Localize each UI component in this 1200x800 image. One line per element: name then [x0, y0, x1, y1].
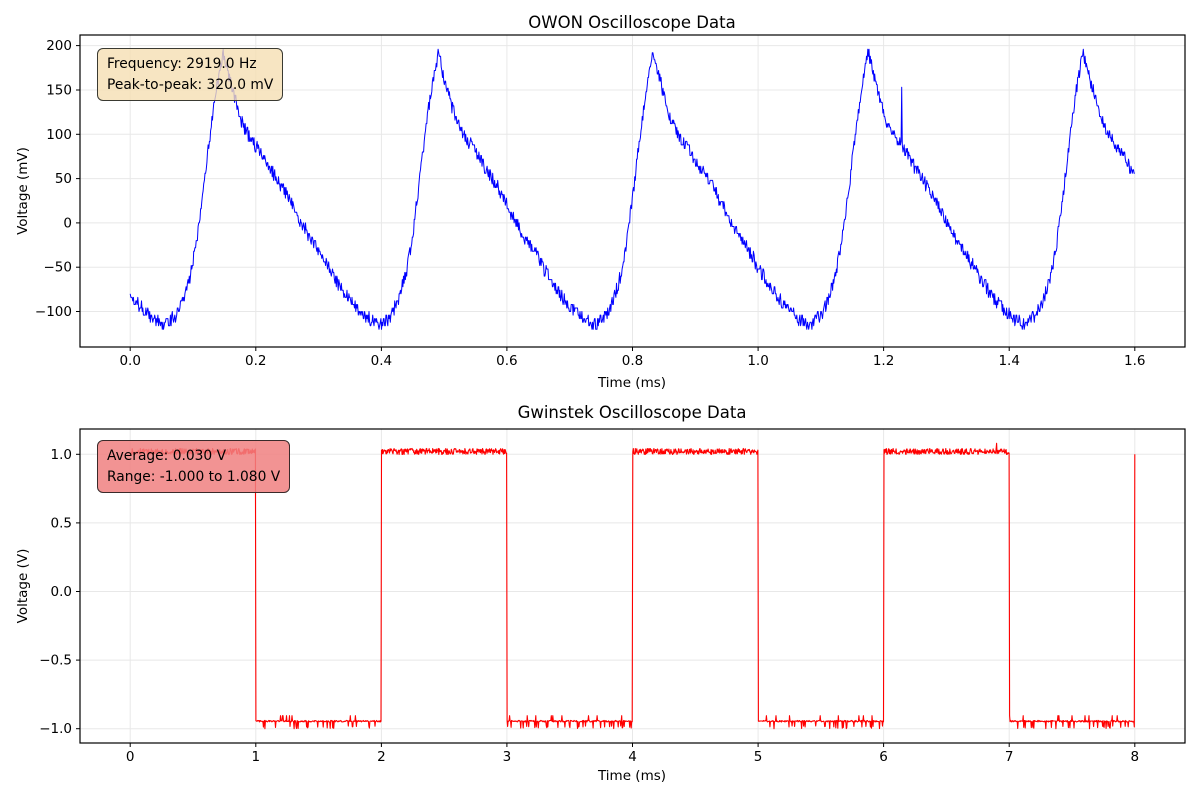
svg-text:8: 8 [1131, 749, 1140, 765]
svg-text:−100: −100 [35, 304, 72, 320]
gwinstek-average-readout: Average: 0.030 V [107, 448, 227, 464]
owon-y-axis-label: Voltage (mV) [15, 147, 31, 235]
svg-text:0.0: 0.0 [51, 584, 72, 600]
svg-text:0.0: 0.0 [119, 353, 140, 369]
svg-text:1.4: 1.4 [998, 353, 1019, 369]
owon-x-axis-label: Time (ms) [597, 375, 667, 391]
gwinstek-x-axis-label: Time (ms) [597, 768, 667, 784]
svg-text:1: 1 [252, 749, 261, 765]
gwinstek-y-axis-label: Voltage (V) [15, 548, 31, 624]
gwinstek-range-readout: Range: -1.000 to 1.080 V [107, 468, 281, 485]
owon-chart-title: OWON Oscilloscope Data [528, 13, 736, 32]
svg-text:200: 200 [46, 38, 72, 54]
owon-frequency-readout: Frequency: 2919.0 Hz [107, 56, 257, 72]
owon-peak-to-peak-readout: Peak-to-peak: 320.0 mV [107, 76, 274, 93]
svg-text:6: 6 [879, 749, 888, 765]
svg-text:1.2: 1.2 [873, 353, 894, 369]
svg-text:0.6: 0.6 [496, 353, 517, 369]
svg-text:50: 50 [55, 171, 72, 187]
svg-text:−1.0: −1.0 [39, 721, 72, 737]
svg-text:0: 0 [63, 215, 72, 231]
svg-text:0.8: 0.8 [622, 353, 643, 369]
svg-text:100: 100 [46, 127, 72, 143]
tick-labels-chart1: 0 1 2 3 4 5 6 7 8 −1.0 −0.5 0.0 0.5 1.0 [39, 447, 1139, 765]
svg-text:0.2: 0.2 [245, 353, 266, 369]
svg-text:−0.5: −0.5 [39, 653, 72, 669]
svg-text:0.5: 0.5 [51, 515, 72, 531]
svg-text:4: 4 [628, 749, 637, 765]
svg-text:−50: −50 [44, 260, 73, 276]
svg-text:7: 7 [1005, 749, 1014, 765]
svg-text:150: 150 [46, 83, 72, 99]
tick-labels-chart0: 0.0 0.2 0.4 0.6 0.8 1.0 1.2 1.4 1.6 −100 −50 0 50 100… [35, 38, 1146, 369]
gwinstek-measurement-annotation: Average: 0.030 V Range: -1.000 to 1.080 … [97, 440, 291, 494]
svg-text:0: 0 [126, 749, 135, 765]
svg-text:3: 3 [503, 749, 512, 765]
owon-measurement-annotation: Frequency: 2919.0 Hz Peak-to-peak: 320.0… [97, 48, 284, 102]
gridlines-chart0 [80, 35, 1185, 347]
owon-waveform [129, 48, 1135, 330]
svg-text:5: 5 [754, 749, 763, 765]
svg-text:2: 2 [377, 749, 386, 765]
svg-text:1.0: 1.0 [51, 447, 72, 463]
svg-text:1.0: 1.0 [747, 353, 768, 369]
gwinstek-chart-title: Gwinstek Oscilloscope Data [517, 403, 747, 422]
gwinstek-waveform [129, 442, 1136, 730]
svg-text:0.4: 0.4 [371, 353, 392, 369]
svg-text:1.6: 1.6 [1124, 353, 1145, 369]
